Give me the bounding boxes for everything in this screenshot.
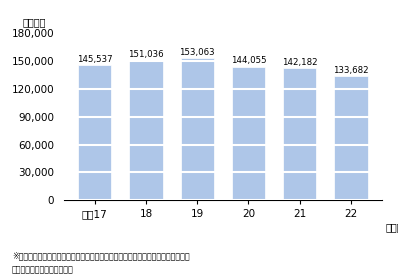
Bar [181,58,214,200]
Text: 比較には注意を要する。: 比較には注意を要する。 [12,265,74,274]
Text: （年度）: （年度） [385,222,398,232]
Text: ※　売上高は全回答事業者の積上げであり、各年度の回答事業者数が異なるため、: ※ 売上高は全回答事業者の積上げであり、各年度の回答事業者数が異なるため、 [12,252,189,260]
Bar [283,68,316,200]
Text: 145,537: 145,537 [77,55,113,64]
Text: 151,036: 151,036 [128,49,164,59]
Bar [232,67,265,200]
Bar [334,76,368,200]
Text: （億円）: （億円） [22,17,46,27]
Text: 153,063: 153,063 [179,48,215,57]
Text: 133,682: 133,682 [333,66,369,75]
Bar [129,60,163,200]
Text: 142,182: 142,182 [282,58,318,67]
Bar [78,65,111,200]
Text: 144,055: 144,055 [231,56,266,65]
